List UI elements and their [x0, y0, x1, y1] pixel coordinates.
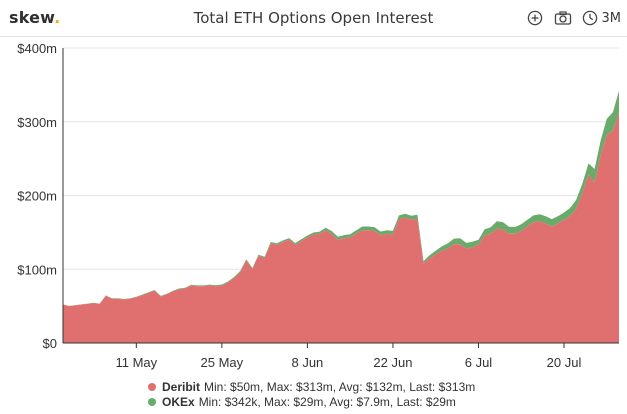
chart-title: Total ETH Options Open Interest [193, 9, 434, 27]
x-tick-label: 25 May [201, 355, 244, 370]
chart-header: skew. Total ETH Options Open Interest 3M [0, 0, 627, 37]
chart-title-container: Total ETH Options Open Interest [0, 9, 627, 27]
legend-item-okex[interactable]: OKEx Min: $342k, Max: $29m, Avg: $7.9m, … [148, 394, 475, 409]
brand-name: skew [9, 8, 55, 27]
time-range-selector[interactable]: 3M [582, 10, 622, 26]
x-tick-label: 22 Jun [373, 355, 412, 370]
plus-circle-icon [527, 10, 542, 26]
time-range-label: 3M [601, 10, 622, 26]
clock-icon [582, 10, 597, 26]
legend-stats-deribit: Min: $50m, Max: $313m, Avg: $132m, Last:… [204, 379, 476, 394]
y-tick-label: $0 [43, 336, 57, 351]
chart-area: $0 $100m $200m $300m $400m 11 May 25 May 8 Jun 2… [17, 41, 619, 370]
y-tick-label: $400m [17, 41, 57, 56]
legend-name-okex: OKEx [162, 394, 195, 409]
x-tick-label: 11 May [115, 355, 157, 370]
screenshot-button[interactable] [554, 9, 572, 27]
x-tick-label: 20 Jul [547, 355, 582, 370]
series-area-deribit [63, 112, 619, 343]
y-tick-label: $200m [17, 189, 57, 204]
camera-icon [554, 11, 571, 25]
x-tick-label: 6 Jul [465, 355, 493, 370]
legend-item-deribit[interactable]: Deribit Min: $50m, Max: $313m, Avg: $132… [148, 379, 475, 394]
brand-logo[interactable]: skew. [9, 8, 60, 27]
legend-marker-okex [148, 397, 156, 406]
legend-marker-deribit [148, 382, 156, 391]
toolbar: 3M [526, 8, 622, 28]
y-tick-label: $100m [17, 262, 57, 277]
legend-stats-okex: Min: $342k, Max: $29m, Avg: $7.9m, Last:… [198, 394, 456, 409]
x-tick-label: 8 Jun [291, 355, 323, 370]
brand-dot: . [54, 8, 61, 27]
y-tick-label: $300m [17, 115, 57, 130]
legend: Deribit Min: $50m, Max: $313m, Avg: $132… [148, 379, 475, 409]
add-button[interactable] [526, 9, 544, 27]
legend-name-deribit: Deribit [162, 379, 201, 394]
